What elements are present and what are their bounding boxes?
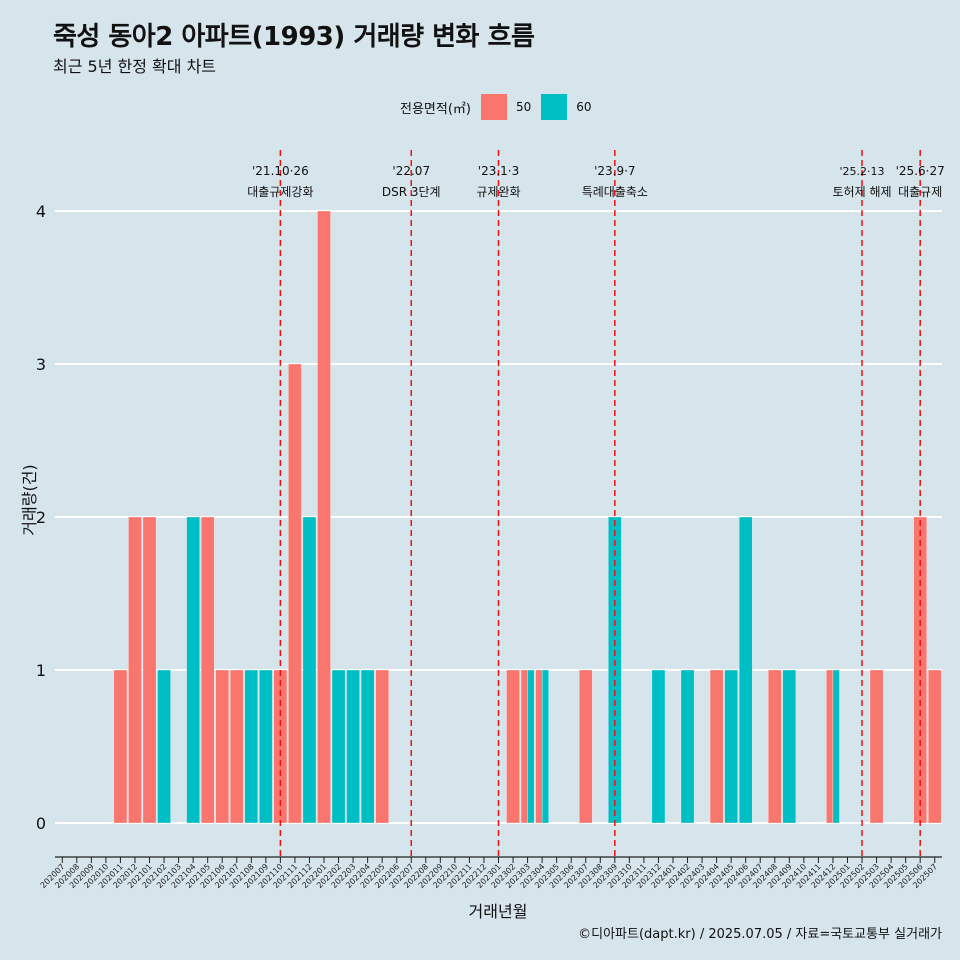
legend-key-50 bbox=[480, 94, 507, 120]
bar-202409-60 bbox=[782, 669, 797, 824]
legend-title: 전용면적(㎡) bbox=[400, 101, 471, 117]
bar-202412-50 bbox=[826, 669, 834, 824]
source-caption: ©디아파트(dapt.kr) / 2025.07.05 / 자료=국토교통부 실… bbox=[578, 927, 942, 942]
annotation-label: 대출규제 bbox=[898, 185, 942, 199]
bar-202203-60 bbox=[346, 669, 360, 824]
y-tick-label: 2 bbox=[36, 508, 46, 527]
annotation-date: '25.6·27 bbox=[896, 164, 945, 178]
bar-202104-60 bbox=[186, 516, 200, 824]
chart-title: 죽성 동아2 아파트(1993) 거래량 변화 흐름 bbox=[53, 22, 535, 52]
annotation-date: '23.1·3 bbox=[478, 164, 519, 178]
y-tick-label: 4 bbox=[36, 202, 46, 221]
annotation-label: 규제완화 bbox=[476, 185, 520, 199]
annotation-date: '25.2·13 bbox=[840, 165, 885, 178]
annotation-date: '22.07 bbox=[392, 164, 430, 178]
y-tick-label: 0 bbox=[36, 814, 46, 833]
bar-202201-50 bbox=[317, 210, 331, 824]
bar-202202-60 bbox=[331, 669, 346, 824]
bar-202304-50 bbox=[535, 669, 543, 824]
bar-202412-60 bbox=[832, 669, 840, 824]
bar-202011-50 bbox=[113, 669, 128, 824]
bar-202304-60 bbox=[541, 669, 549, 824]
bar-202402-60 bbox=[680, 669, 695, 824]
annotation-date: '21.10·26 bbox=[252, 164, 309, 178]
bar-202303-60 bbox=[527, 669, 535, 824]
bar-202307-50 bbox=[579, 669, 593, 824]
chart-subtitle: 최근 5년 한정 확대 차트 bbox=[53, 57, 217, 76]
bar-202112-60 bbox=[302, 516, 317, 824]
legend-label-60: 60 bbox=[576, 100, 592, 114]
bar-202406-60 bbox=[739, 516, 753, 824]
legend-key-60 bbox=[541, 94, 568, 120]
bar-202108-60 bbox=[244, 669, 258, 824]
annotation-date: '23.9·7 bbox=[594, 164, 635, 178]
bar-202408-50 bbox=[768, 669, 782, 824]
bar-202404-50 bbox=[709, 669, 724, 824]
bar-202302-50 bbox=[506, 669, 520, 824]
y-tick-label: 3 bbox=[36, 355, 46, 374]
annotation-label: DSR 3단계 bbox=[382, 185, 441, 199]
bar-202303-50 bbox=[520, 669, 528, 824]
bar-202109-60 bbox=[259, 669, 273, 824]
y-axis-label: 거래량(건) bbox=[20, 464, 39, 536]
annotation-label: 특례대출축소 bbox=[582, 185, 648, 199]
bar-202405-60 bbox=[724, 669, 738, 824]
bar-202503-50 bbox=[869, 669, 884, 824]
bar-202107-50 bbox=[230, 669, 244, 824]
bar-202312-60 bbox=[651, 669, 666, 824]
bar-202507-50 bbox=[928, 669, 942, 824]
bar-202111-50 bbox=[288, 363, 302, 824]
legend: 전용면적(㎡) 50 60 bbox=[400, 94, 592, 120]
y-tick-label: 1 bbox=[36, 661, 46, 680]
bar-202106-50 bbox=[215, 669, 229, 824]
bar-202101-50 bbox=[142, 516, 157, 824]
x-axis-label: 거래년월 bbox=[468, 902, 528, 921]
bar-202102-60 bbox=[157, 669, 171, 824]
legend-label-50: 50 bbox=[515, 100, 532, 114]
bar-202012-50 bbox=[128, 516, 142, 824]
annotation-label: 토허제 해제 bbox=[833, 185, 892, 199]
bar-202205-50 bbox=[375, 669, 389, 824]
annotation-label: 대출규제강화 bbox=[247, 185, 313, 199]
bar-202105-50 bbox=[200, 516, 215, 824]
bar-202204-60 bbox=[360, 669, 375, 824]
